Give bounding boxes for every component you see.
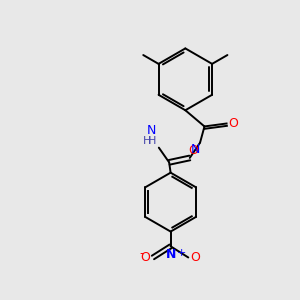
Text: O: O: [141, 251, 151, 264]
Text: O: O: [190, 251, 200, 264]
Text: H: H: [148, 136, 157, 146]
Text: N: N: [165, 248, 176, 261]
Text: H: H: [143, 136, 152, 146]
Text: O: O: [189, 144, 199, 157]
Text: N: N: [191, 142, 201, 156]
Text: O: O: [229, 117, 238, 130]
Text: N: N: [147, 124, 157, 137]
Text: +: +: [176, 248, 186, 258]
Text: -: -: [139, 247, 143, 260]
